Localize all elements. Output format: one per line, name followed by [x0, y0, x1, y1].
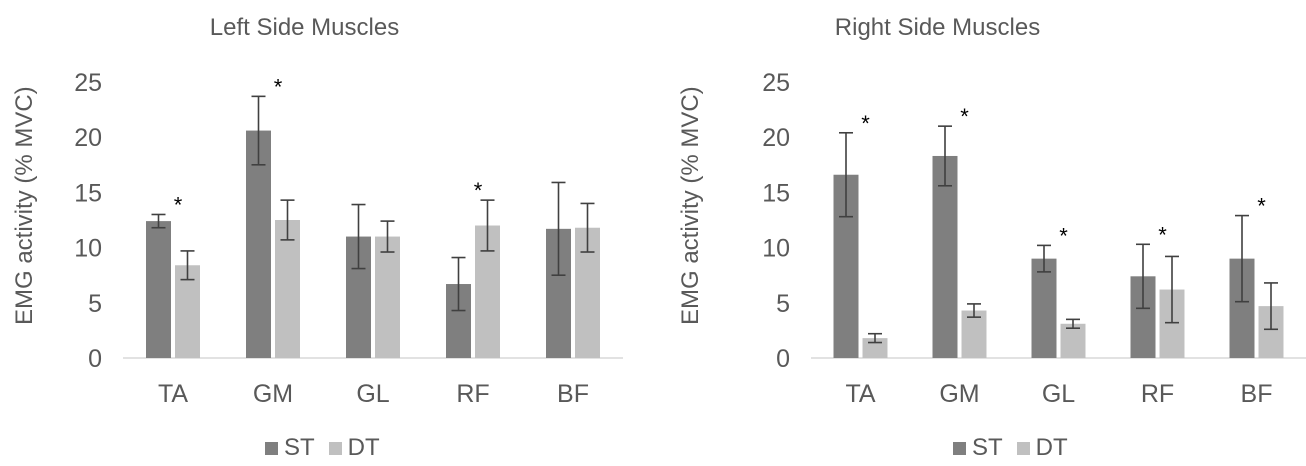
significance-marker-rf: *: [1158, 222, 1167, 247]
error-bar-st-ta: [839, 131, 853, 218]
x-tick-label: GL: [1042, 380, 1075, 408]
error-bar-st-gl: [1037, 244, 1051, 273]
y-tick-label: 0: [88, 345, 102, 373]
error-bar-dt-bf: [1264, 282, 1278, 331]
bar-dt-gl: [375, 236, 400, 358]
error-bar-st-gm: [938, 125, 952, 187]
y-tick-label: 15: [74, 179, 102, 207]
error-bar-st-rf: [1136, 243, 1150, 310]
legend-entry-dt: DT: [1016, 434, 1068, 462]
error-bar-dt-bf: [580, 202, 595, 253]
y-tick-label: 10: [74, 235, 102, 263]
y-tick-label: 15: [762, 179, 790, 207]
error-bar-dt-rf: [1165, 255, 1179, 324]
x-tick-label: BF: [557, 380, 589, 408]
legend-entry-st: ST: [953, 434, 1003, 462]
x-tick-label: TA: [158, 380, 188, 408]
x-tick-label: GL: [356, 380, 389, 408]
bar-dt-gm: [275, 220, 300, 358]
legend: ST DT: [265, 434, 394, 462]
significance-marker-gl: *: [1059, 223, 1068, 248]
bar-st-gm: [932, 155, 958, 358]
error-bar-dt-gl: [1066, 318, 1080, 329]
legend-label-dt: DT: [1035, 434, 1068, 461]
y-tick-label: 20: [762, 124, 790, 152]
plot-area: 0 5 10 15 20 25 TA * GM * GL * RF * BF *: [762, 69, 1306, 408]
significance-marker-ta: *: [861, 111, 870, 136]
bar-dt-gl: [1060, 323, 1086, 358]
chart-title: Right Side Muscles: [834, 14, 1041, 41]
chart-left-side: Left Side Muscles EMG activity (% MVC) 0…: [11, 14, 623, 462]
bar-dt-ta: [175, 265, 200, 358]
legend-swatch-dt: [328, 441, 342, 455]
error-bar-dt-rf: [480, 199, 495, 252]
x-tick-label: RF: [456, 380, 489, 408]
error-bar-dt-gm: [280, 199, 295, 241]
error-bar-st-gm: [251, 95, 266, 166]
plot-area: 0 5 10 15 20 25 TA * GM * GL RF * BF: [74, 69, 623, 408]
significance-marker-ta: *: [174, 192, 183, 217]
y-tick-label: 10: [762, 235, 790, 263]
error-bar-st-gl: [351, 203, 366, 270]
bar-st-gl: [1031, 258, 1057, 358]
significance-marker-gm: *: [274, 74, 283, 99]
error-bar-st-rf: [451, 256, 466, 312]
x-tick-label: GM: [253, 380, 293, 408]
x-tick-label: GM: [939, 380, 979, 408]
error-bar-dt-gl: [380, 220, 395, 253]
legend-swatch-st: [265, 441, 278, 455]
legend-label-st: ST: [284, 434, 315, 461]
legend: ST DT: [953, 434, 1082, 462]
bar-st-ta: [146, 221, 171, 358]
y-tick-label: 5: [88, 290, 102, 318]
error-bar-st-bf: [551, 181, 566, 277]
bar-st-gm: [246, 130, 271, 358]
y-tick-label: 25: [762, 69, 790, 97]
error-bar-dt-gm: [967, 303, 981, 318]
legend-entry-dt: DT: [328, 434, 380, 462]
chart-right-side: Right Side Muscles EMG activity (% MVC) …: [653, 0, 1306, 466]
legend-swatch-st: [953, 441, 966, 455]
y-tick-label: 25: [74, 69, 102, 97]
error-bar-dt-ta: [180, 250, 195, 281]
x-tick-label: TA: [845, 380, 875, 408]
x-tick-label: BF: [1241, 380, 1273, 408]
error-bar-st-ta: [151, 213, 166, 229]
significance-marker-gm: *: [960, 104, 969, 129]
legend-label-st: ST: [972, 434, 1003, 461]
significance-marker-rf: *: [474, 178, 483, 203]
error-bar-st-bf: [1235, 214, 1249, 303]
y-tick-label: 0: [776, 345, 790, 373]
significance-marker-bf: *: [1257, 194, 1266, 219]
legend-entry-st: ST: [265, 434, 315, 462]
y-tick-label: 5: [776, 290, 790, 318]
legend-label-dt: DT: [347, 434, 380, 461]
bar-dt-gm: [961, 310, 987, 358]
y-tick-label: 20: [74, 124, 102, 152]
x-tick-label: RF: [1141, 380, 1174, 408]
legend-swatch-dt: [1016, 441, 1030, 455]
error-bar-dt-ta: [868, 332, 882, 344]
chart-title: Left Side Muscles: [209, 14, 400, 41]
